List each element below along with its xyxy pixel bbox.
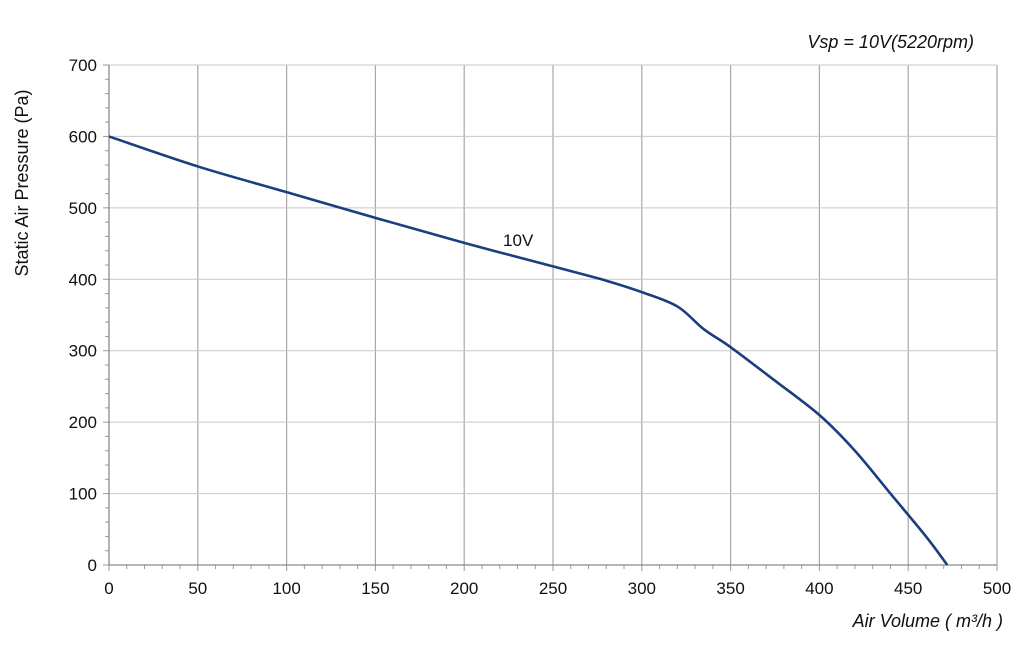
x-tick-label: 500 bbox=[983, 579, 1011, 598]
y-tick-label: 100 bbox=[69, 485, 97, 504]
x-tick-label: 0 bbox=[104, 579, 113, 598]
series-layer: 10V bbox=[108, 135, 949, 566]
y-tick-label: 500 bbox=[69, 199, 97, 218]
x-tick-label: 300 bbox=[628, 579, 656, 598]
y-tick-label: 700 bbox=[69, 56, 97, 75]
x-tick-label: 100 bbox=[272, 579, 300, 598]
x-axis-title: Air Volume ( m³/h ) bbox=[852, 611, 1003, 631]
y-tick-label: 400 bbox=[69, 270, 97, 289]
y-tick-label: 600 bbox=[69, 127, 97, 146]
x-tick-label: 400 bbox=[805, 579, 833, 598]
x-tick-label: 350 bbox=[716, 579, 744, 598]
x-tick-label: 250 bbox=[539, 579, 567, 598]
grid bbox=[109, 64, 998, 565]
minor-ticks bbox=[103, 64, 998, 571]
x-tick-label: 200 bbox=[450, 579, 478, 598]
y-tick-label: 200 bbox=[69, 413, 97, 432]
x-tick-labels: 0 50 100 150 200 250 300 350 400 450 500 bbox=[104, 579, 1011, 598]
y-axis-title: Static Air Pressure (Pa) bbox=[12, 89, 32, 276]
y-tick-labels: 0 100 200 300 400 500 600 700 bbox=[69, 56, 97, 575]
axes bbox=[108, 65, 997, 566]
y-tick-label: 300 bbox=[69, 342, 97, 361]
series-line-10v bbox=[108, 135, 949, 566]
x-tick-label: 50 bbox=[188, 579, 207, 598]
x-tick-label: 150 bbox=[361, 579, 389, 598]
y-tick-label: 0 bbox=[88, 556, 97, 575]
x-tick-label: 450 bbox=[894, 579, 922, 598]
chart-title: Vsp = 10V(5220rpm) bbox=[807, 32, 974, 52]
series-label: 10V bbox=[503, 231, 534, 250]
